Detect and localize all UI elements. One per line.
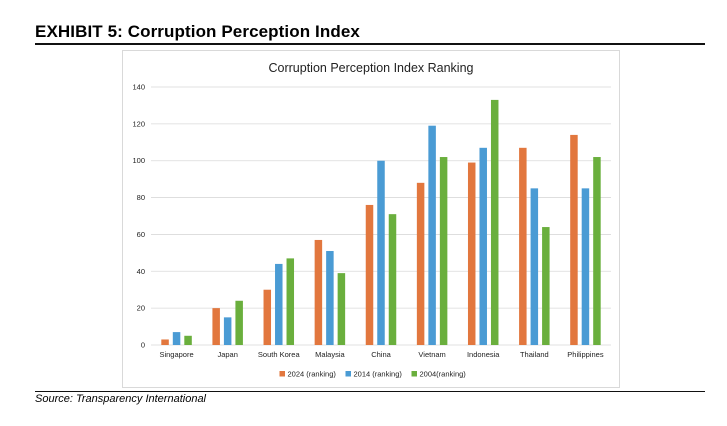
legend-label: 2024 (ranking) <box>288 370 337 379</box>
legend-swatch <box>411 371 417 377</box>
bar-philippines-series-1 <box>581 188 590 345</box>
exhibit-title: EXHIBIT 5: Corruption Perception Index <box>35 22 360 41</box>
bar-china-series-2 <box>388 214 397 345</box>
bar-japan-series-1 <box>223 317 232 345</box>
x-tick-label: Malaysia <box>315 350 345 359</box>
bar-chart: Corruption Perception Index Ranking 0 20 4… <box>132 61 611 379</box>
x-axis-ticks: Singapore Japan South Korea Malaysia China Vi… <box>159 350 603 359</box>
bar-south-korea-series-2 <box>286 258 295 345</box>
bottom-rule <box>35 391 705 392</box>
legend-swatch <box>345 371 351 377</box>
y-tick-label: 140 <box>132 83 145 92</box>
bar-japan-series-0 <box>212 308 220 345</box>
source-note: Source: Transparency International <box>35 393 206 405</box>
y-tick-label: 0 <box>141 341 145 350</box>
bars <box>161 99 601 346</box>
bar-philippines-series-0 <box>570 134 578 345</box>
top-rule <box>35 43 705 45</box>
y-tick-label: 120 <box>132 119 145 128</box>
bar-south-korea-series-1 <box>275 263 283 345</box>
y-tick-label: 100 <box>132 156 145 165</box>
y-tick-label: 40 <box>137 267 145 276</box>
bar-malaysia-series-0 <box>314 239 323 345</box>
bar-south-korea-series-0 <box>263 289 272 345</box>
legend: 2024 (ranking) 2014 (ranking) 2004(ranking… <box>279 370 467 379</box>
legend-swatch <box>279 371 285 377</box>
bar-vietnam-series-2 <box>439 157 448 345</box>
bar-japan-series-2 <box>235 300 243 345</box>
bar-thailand-series-2 <box>542 227 550 345</box>
legend-label: 2014 (ranking) <box>354 370 403 379</box>
x-tick-label: China <box>371 350 391 359</box>
x-tick-label: Singapore <box>159 350 193 359</box>
bar-vietnam-series-1 <box>428 125 436 345</box>
bar-indonesia-series-2 <box>490 99 499 346</box>
y-tick-label: 80 <box>137 193 145 202</box>
bar-singapore-series-0 <box>161 339 169 345</box>
bar-philippines-series-2 <box>593 157 601 345</box>
bar-indonesia-series-1 <box>479 147 487 345</box>
x-tick-label: Philippines <box>567 350 604 359</box>
bar-singapore-series-1 <box>172 332 181 345</box>
x-tick-label: Vietnam <box>418 350 445 359</box>
legend-label: 2004(ranking) <box>420 370 467 379</box>
bar-thailand-series-0 <box>519 147 527 345</box>
chart-title: Corruption Perception Index Ranking <box>269 61 474 75</box>
bar-china-series-1 <box>377 160 385 345</box>
bar-thailand-series-1 <box>530 188 539 345</box>
chart-frame: Corruption Perception Index Ranking 0 20 4… <box>122 50 620 388</box>
y-tick-label: 60 <box>137 230 145 239</box>
y-tick-label: 20 <box>137 304 145 313</box>
x-tick-label: Indonesia <box>467 350 500 359</box>
x-tick-label: South Korea <box>258 350 301 359</box>
bar-malaysia-series-1 <box>326 251 334 345</box>
bar-china-series-0 <box>365 204 374 345</box>
bar-indonesia-series-0 <box>467 162 476 345</box>
x-tick-label: Thailand <box>520 350 549 359</box>
y-axis-ticks: 0 20 40 60 80 100 120 140 <box>132 83 145 350</box>
bar-singapore-series-2 <box>184 335 192 345</box>
x-tick-label: Japan <box>217 350 237 359</box>
bar-malaysia-series-2 <box>337 273 346 345</box>
bar-vietnam-series-0 <box>416 182 425 345</box>
